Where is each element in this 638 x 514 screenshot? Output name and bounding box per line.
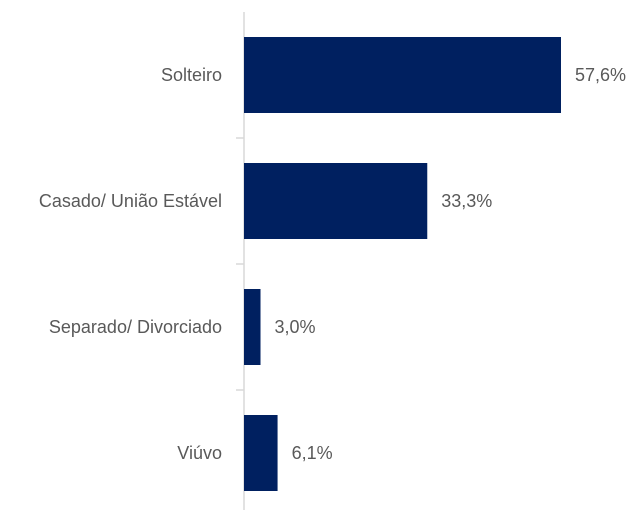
value-label: 33,3% <box>441 191 492 211</box>
value-label: 3,0% <box>275 317 316 337</box>
value-label: 57,6% <box>575 65 626 85</box>
bar <box>244 289 261 365</box>
bar <box>244 37 561 113</box>
bar <box>244 163 428 239</box>
bar <box>244 415 278 491</box>
category-label: Viúvo <box>177 443 222 463</box>
category-label: Solteiro <box>161 65 222 85</box>
value-label: 6,1% <box>292 443 333 463</box>
category-label: Separado/ Divorciado <box>49 317 222 337</box>
category-label: Casado/ União Estável <box>39 191 222 211</box>
